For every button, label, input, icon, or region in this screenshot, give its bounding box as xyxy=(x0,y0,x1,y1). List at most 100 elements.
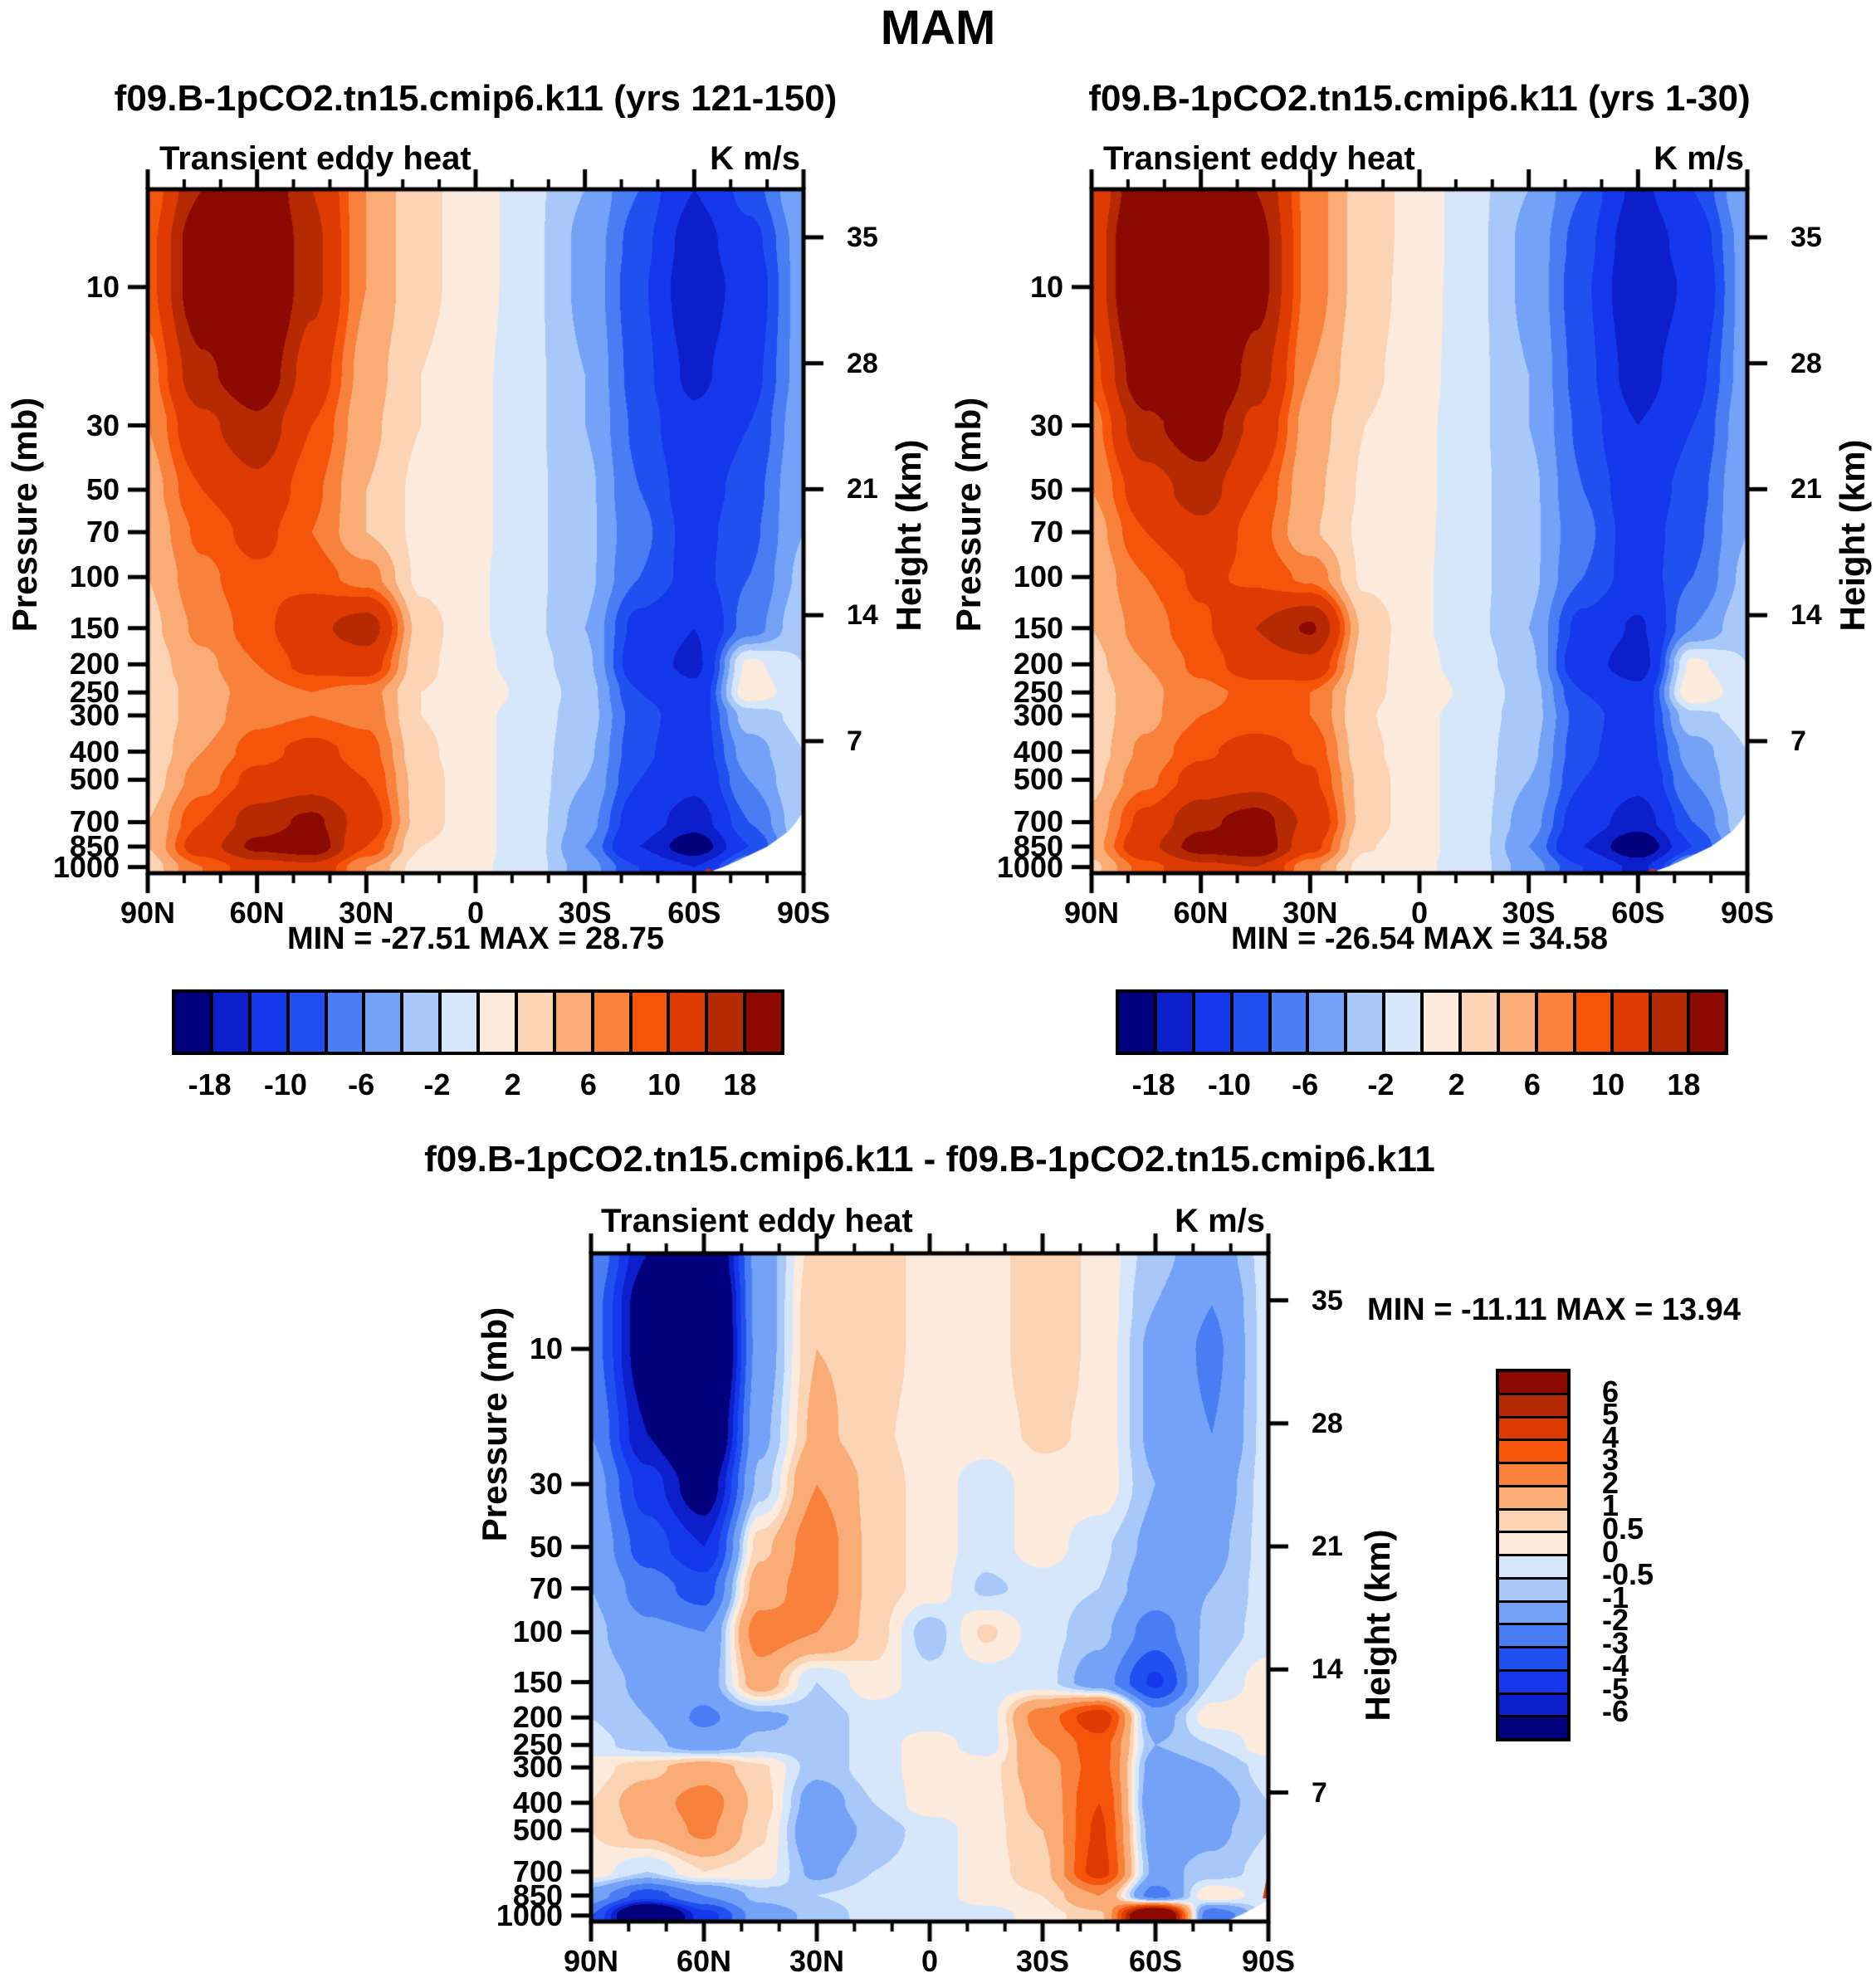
panel3-ptick-200: 200 xyxy=(512,1700,563,1735)
colorbar-cell xyxy=(327,993,366,1052)
panel3-cbar-label-0: 0 xyxy=(1602,1534,1620,1569)
panel2-ptick-300: 300 xyxy=(1013,697,1063,732)
colorbar-cell xyxy=(708,993,747,1052)
panel2-ptick-850: 850 xyxy=(1013,828,1063,863)
panel3-ptick-100: 100 xyxy=(512,1614,563,1649)
colorbar-cell xyxy=(1499,1418,1567,1442)
panel3-xtick-90S: 90S xyxy=(1241,1944,1296,1978)
panel3-ptick-50: 50 xyxy=(529,1529,563,1564)
colorbar-cell xyxy=(1614,993,1653,1052)
panel1-cbar-label--6: -6 xyxy=(348,1067,375,1101)
panel3-htick-28: 28 xyxy=(1312,1407,1343,1439)
panel3-cbar-label--0.5: -0.5 xyxy=(1602,1557,1654,1592)
colorbar-cell xyxy=(517,993,556,1052)
colorbar-cell xyxy=(1499,1625,1567,1648)
panel2-xtick-90N: 90N xyxy=(1063,896,1120,930)
colorbar-cell xyxy=(175,993,213,1052)
colorbar-cell xyxy=(1499,1602,1567,1626)
colorbar-cell xyxy=(670,993,709,1052)
panel3-ptick-10: 10 xyxy=(529,1331,563,1366)
panel3-cbar-label-0.5: 0.5 xyxy=(1602,1511,1644,1546)
panel2-htick-35: 35 xyxy=(1791,221,1822,253)
panel3-cbar-label--1: -1 xyxy=(1602,1580,1629,1614)
panel2-cbar-label--2: -2 xyxy=(1367,1067,1395,1101)
panel2-ptick-30: 30 xyxy=(1029,408,1063,442)
panel1-ptick-400: 400 xyxy=(69,734,120,769)
colorbar-cell xyxy=(1233,993,1272,1052)
colorbar-cell xyxy=(1499,1533,1567,1556)
colorbar-cell xyxy=(1347,993,1386,1052)
panel1-ptick-500: 500 xyxy=(69,762,120,797)
panel2-colorbar xyxy=(1116,989,1728,1055)
panel1-xtick-60S: 60S xyxy=(667,896,721,930)
panel3-pressure-axis-title: Pressure (mb) xyxy=(475,1306,514,1542)
panel1-htick-7: 7 xyxy=(847,725,862,757)
colorbar-cell xyxy=(1499,1464,1567,1487)
panel1-cbar-label-2: 2 xyxy=(504,1067,521,1101)
panel1-ptick-200: 200 xyxy=(69,647,120,681)
panel1-ptick-30: 30 xyxy=(85,408,120,442)
panel1-ptick-250: 250 xyxy=(69,675,120,710)
panel3-ptick-150: 150 xyxy=(512,1664,563,1699)
panel1-xtick-0: 0 xyxy=(467,896,485,930)
panel3-cbar-label--6: -6 xyxy=(1602,1694,1629,1729)
colorbar-cell xyxy=(594,993,633,1052)
panel3-title: f09.B-1pCO2.tn15.cmip6.k11 - f09.B-1pCO2… xyxy=(424,1139,1435,1179)
panel3-ptick-70: 70 xyxy=(529,1570,563,1605)
colorbar-cell xyxy=(1499,1671,1567,1695)
panel3-htick-35: 35 xyxy=(1312,1284,1343,1316)
panel1-xtick-30N: 30N xyxy=(339,896,394,930)
panel3-htick-21: 21 xyxy=(1312,1531,1343,1563)
panel3-xtick-0: 0 xyxy=(921,1944,939,1978)
panel3-xtick-90N: 90N xyxy=(563,1944,619,1978)
panel2-ptick-400: 400 xyxy=(1013,734,1063,769)
panel2-ptick-10: 10 xyxy=(1029,269,1063,304)
colorbar-cell xyxy=(1690,993,1725,1052)
panel1-cbar-label--10: -10 xyxy=(263,1067,307,1101)
panel2-htick-7: 7 xyxy=(1791,725,1806,757)
panel2-ptick-1000: 1000 xyxy=(996,849,1063,884)
panel2-xtick-60N: 60N xyxy=(1173,896,1229,930)
panel2-ptick-700: 700 xyxy=(1013,804,1063,839)
panel1-cbar-label--18: -18 xyxy=(188,1067,232,1101)
panel2-xtick-90S: 90S xyxy=(1720,896,1775,930)
panel3-ptick-30: 30 xyxy=(529,1466,563,1501)
colorbar-cell xyxy=(1499,1394,1567,1419)
panel3-xtick-30S: 30S xyxy=(1015,1944,1070,1978)
colorbar-cell xyxy=(1499,1372,1567,1395)
panel3-cbar-label--5: -5 xyxy=(1602,1671,1629,1706)
panel1-colorbar xyxy=(172,989,784,1055)
colorbar-cell xyxy=(1424,993,1462,1052)
panel2-ptick-50: 50 xyxy=(1029,472,1063,507)
colorbar-cell xyxy=(365,993,404,1052)
panel3-xtick-60N: 60N xyxy=(676,1944,732,1978)
colorbar-cell xyxy=(1461,993,1500,1052)
colorbar-cell xyxy=(403,993,442,1052)
panel1-pressure-axis-title: Pressure (mb) xyxy=(5,397,44,632)
panel1-ptick-50: 50 xyxy=(85,472,120,507)
panel2-ptick-500: 500 xyxy=(1013,762,1063,797)
panel3-colorbar xyxy=(1496,1369,1571,1741)
panel1-ptick-1000: 1000 xyxy=(52,849,120,884)
panel2-xtick-60S: 60S xyxy=(1611,896,1665,930)
panel3-xtick-30N: 30N xyxy=(789,1944,845,1978)
panel2-cbar-label-2: 2 xyxy=(1448,1067,1465,1101)
colorbar-cell xyxy=(1499,993,1538,1052)
colorbar-cell xyxy=(1499,1694,1567,1718)
colorbar-cell xyxy=(1652,993,1691,1052)
panel3-cbar-label-2: 2 xyxy=(1602,1465,1620,1500)
panel1-title: f09.B-1pCO2.tn15.cmip6.k11 (yrs 121-150) xyxy=(114,78,838,119)
panel3-cbar-label--2: -2 xyxy=(1602,1603,1629,1638)
colorbar-cell xyxy=(1499,1556,1567,1580)
colorbar-cell xyxy=(213,993,252,1052)
panel3-height-axis-title: Height (km) xyxy=(1358,1529,1397,1722)
colorbar-cell xyxy=(1499,1487,1567,1511)
colorbar-cell xyxy=(1385,993,1424,1052)
panel1-htick-28: 28 xyxy=(847,347,878,379)
contour-canvas-panel3 xyxy=(566,1228,1293,1946)
panel1-cbar-label-6: 6 xyxy=(579,1067,597,1101)
panel1-minmax-label: MIN = -27.51 MAX = 28.75 xyxy=(286,921,665,956)
panel1-htick-35: 35 xyxy=(847,221,878,253)
panel1-ptick-850: 850 xyxy=(69,828,120,863)
